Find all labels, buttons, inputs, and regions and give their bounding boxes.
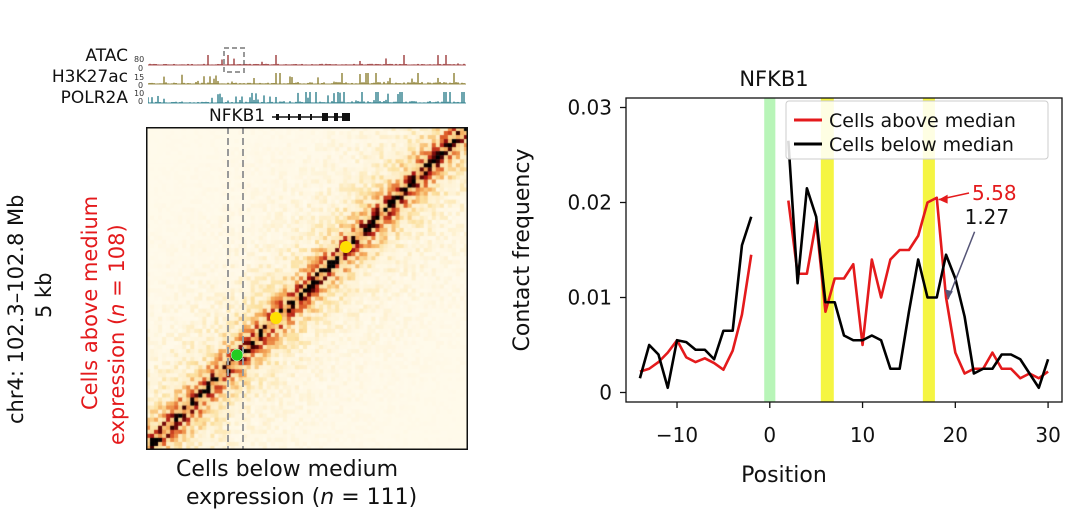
x-tick-label: 20 [943, 423, 968, 447]
y-tick-label: 0 [599, 381, 612, 405]
lower-triangle-label-line2: expression (n = 111) [186, 485, 418, 510]
hic-heatmap [146, 127, 468, 450]
highlight-band [922, 98, 935, 402]
series-line [787, 196, 1049, 380]
series-line [638, 216, 753, 390]
track-signals [148, 47, 466, 104]
series-line [639, 254, 753, 373]
x-tick-label: 30 [1035, 423, 1060, 447]
green-anchor-dot [230, 348, 244, 362]
y-tick-label: 0.02 [567, 191, 612, 215]
track-scale-min-h3k27ac: 0 [138, 81, 144, 90]
chart-title: NFKB1 [739, 67, 808, 91]
highlight-band [820, 98, 834, 402]
track-scale-max-polr2a: 10 [134, 89, 145, 98]
track-scale-min-polr2a: 0 [138, 97, 144, 106]
y-axis-label: Contact frequency [510, 149, 535, 352]
x-tick-label: −10 [656, 423, 698, 447]
h3k27ac-signal-track [148, 73, 466, 85]
track-label-atac: ATAC [85, 46, 128, 66]
track-scale-max-h3k27ac: 15 [134, 73, 145, 82]
series-line [787, 140, 1050, 390]
annotation-arrow [947, 231, 976, 300]
gene-label: NFKB1 [209, 106, 266, 126]
annotation-label: 1.27 [965, 205, 1010, 229]
annotation-arrowhead [938, 194, 948, 204]
x-axis-label: Position [741, 463, 827, 488]
atac-signal-track [148, 55, 466, 66]
track-label-h3k27ac: H3K27ac [51, 67, 128, 87]
x-tick-label: 0 [763, 423, 776, 447]
track-scale-max-atac: 80 [134, 55, 145, 64]
legend-label: Cells above median [829, 110, 1016, 132]
hic-contact-map [146, 127, 468, 450]
genome-tracks: ATAC H3K27ac POLR2A 80 0 15 0 10 0 NFKB1 [0, 0, 480, 126]
highlight-band [764, 98, 776, 402]
gene-model [272, 113, 350, 121]
track-label-polr2a: POLR2A [60, 88, 128, 108]
yellow-anchor-dot [270, 312, 282, 324]
annotation-label: 5.58 [972, 181, 1017, 205]
hic-overlay [146, 127, 468, 450]
x-tick-label: 10 [850, 423, 875, 447]
y-tick-label: 0.01 [567, 286, 612, 310]
annotation-arrowhead [944, 289, 953, 300]
polr2a-signal-track [148, 92, 466, 104]
legend-box [785, 100, 1049, 160]
track-scale-min-atac: 0 [138, 64, 144, 73]
highlight-box [223, 47, 245, 73]
legend-label: Cells below median [829, 134, 1014, 156]
yellow-anchor-dot [340, 241, 352, 253]
plot-frame [625, 97, 1063, 403]
y-tick-label: 0.03 [567, 96, 612, 120]
lower-triangle-label-line1: Cells below medium [176, 457, 399, 482]
